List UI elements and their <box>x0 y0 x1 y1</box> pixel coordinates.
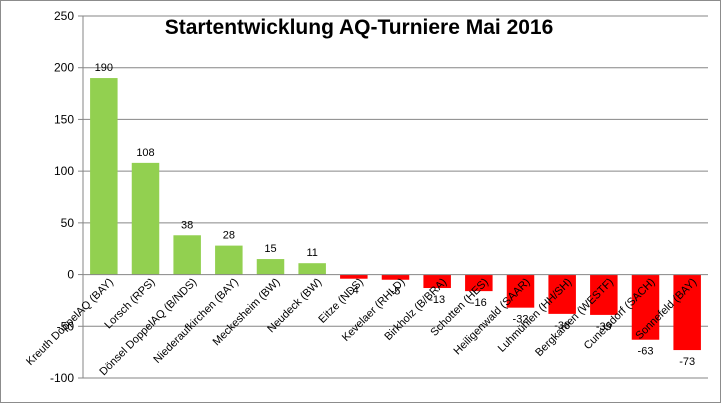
bar <box>215 245 243 275</box>
bar <box>381 274 410 280</box>
bar <box>673 274 701 351</box>
bar <box>465 274 493 292</box>
bar <box>506 274 535 308</box>
data-label: -13 <box>429 294 445 306</box>
data-label: -32 <box>513 314 529 326</box>
data-label: 15 <box>264 243 276 255</box>
data-label: -63 <box>638 346 654 358</box>
data-label: 28 <box>223 230 235 242</box>
data-label: -39 <box>596 321 612 333</box>
data-label: -73 <box>679 356 695 368</box>
y-tick-label: -50 <box>57 319 75 333</box>
category-label: Niederaufkirchen (BAY) <box>151 276 241 366</box>
bar <box>423 274 451 289</box>
bar <box>590 274 618 315</box>
y-tick-label: 150 <box>54 112 74 126</box>
y-tick-label: -100 <box>50 371 74 385</box>
y-tick-label: 0 <box>67 268 74 282</box>
bar <box>298 263 326 275</box>
gridlines <box>83 15 708 379</box>
y-tick-label: 250 <box>54 9 74 23</box>
y-tick-label: 50 <box>61 216 75 230</box>
chart-title: Startentwicklung AQ-Turniere Mai 2016 <box>165 16 554 39</box>
bar <box>548 274 576 314</box>
data-label: -5 <box>391 286 401 298</box>
data-label: 108 <box>136 147 154 159</box>
data-label: -38 <box>554 320 570 332</box>
bar <box>631 274 660 340</box>
bar <box>173 235 201 275</box>
data-label: 11 <box>306 247 317 259</box>
data-labels: 190 108 38 28 15 11 -4 -5 -13 -16 -32 -38 -39 -63 -73 <box>95 62 695 368</box>
bar <box>131 162 160 275</box>
y-tick-label: 100 <box>54 164 74 178</box>
bars <box>90 78 701 351</box>
data-label: 190 <box>95 62 113 74</box>
bar <box>256 259 285 275</box>
category-labels: Kreuth DoppelAQ (BAY)Lorsch (RPS)Dönsel … <box>24 276 699 378</box>
data-label: -4 <box>349 285 359 297</box>
bar <box>90 78 118 275</box>
data-label: 38 <box>181 219 193 231</box>
y-tick-label: 200 <box>54 61 74 75</box>
data-label: -16 <box>471 297 487 309</box>
axes <box>78 15 708 379</box>
y-tick-labels: -100 -50 0 50 100 150 200 250 <box>50 9 74 385</box>
bar <box>340 274 368 279</box>
